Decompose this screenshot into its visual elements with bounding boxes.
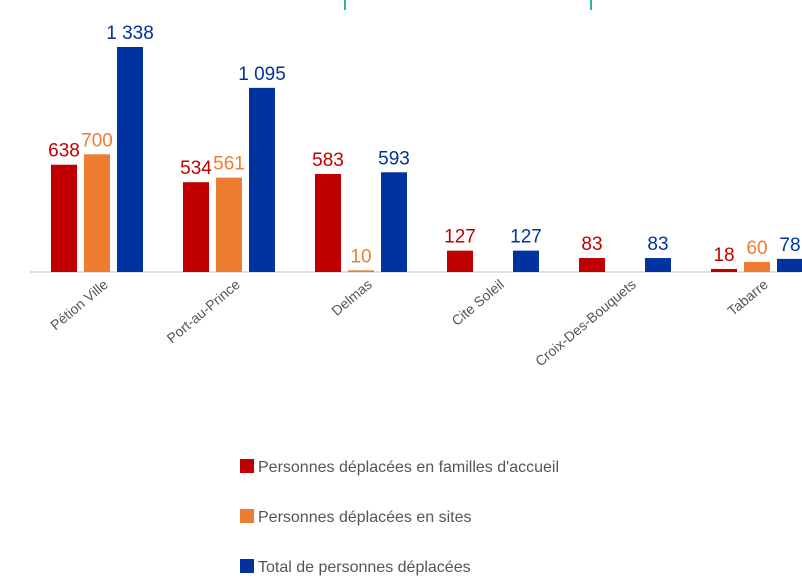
bar bbox=[645, 258, 671, 272]
legend-swatch bbox=[240, 459, 254, 473]
data-label: 561 bbox=[213, 154, 245, 175]
x-tick-label: Delmas bbox=[328, 276, 375, 319]
x-tick-label: Cite Soleil bbox=[448, 276, 507, 329]
bar bbox=[51, 164, 77, 272]
data-label: 83 bbox=[581, 234, 602, 255]
legend-label: Personnes déplacées en familles d'accuei… bbox=[258, 459, 559, 476]
data-label: 127 bbox=[444, 227, 476, 248]
data-label: 700 bbox=[81, 130, 113, 151]
bar bbox=[744, 261, 770, 272]
bar bbox=[513, 250, 539, 272]
bar bbox=[579, 258, 605, 272]
data-label: 593 bbox=[378, 148, 410, 169]
bar bbox=[381, 172, 407, 272]
data-label: 638 bbox=[48, 141, 80, 162]
x-tick-label: Croix-Des-Bouquets bbox=[532, 276, 639, 369]
legend-label: Total de personnes déplacées bbox=[258, 559, 471, 576]
legend-swatch bbox=[240, 559, 254, 573]
bar bbox=[249, 87, 275, 273]
legend-swatch bbox=[240, 509, 254, 523]
data-label: 1 095 bbox=[238, 64, 286, 85]
data-label: 10 bbox=[350, 246, 371, 267]
data-label: 60 bbox=[746, 238, 767, 259]
data-label: 127 bbox=[510, 227, 542, 248]
data-label: 1 338 bbox=[106, 23, 154, 44]
x-tick-label: Tabarre bbox=[724, 276, 771, 319]
bar bbox=[711, 268, 737, 272]
x-tick-label: Port-au-Prince bbox=[163, 276, 243, 346]
bar bbox=[348, 270, 374, 272]
bar bbox=[183, 182, 209, 272]
bar bbox=[84, 154, 110, 272]
legend-label: Personnes déplacées en sites bbox=[258, 509, 471, 526]
bar bbox=[315, 173, 341, 272]
data-label: 18 bbox=[713, 245, 734, 266]
bar bbox=[216, 177, 242, 272]
bar bbox=[447, 250, 473, 272]
data-label: 83 bbox=[647, 234, 668, 255]
data-label: 78 bbox=[779, 235, 800, 256]
bar bbox=[777, 258, 802, 272]
bar bbox=[117, 47, 143, 272]
data-label: 534 bbox=[180, 158, 212, 179]
data-label: 583 bbox=[312, 150, 344, 171]
x-tick-label: Pétion Ville bbox=[47, 276, 111, 333]
